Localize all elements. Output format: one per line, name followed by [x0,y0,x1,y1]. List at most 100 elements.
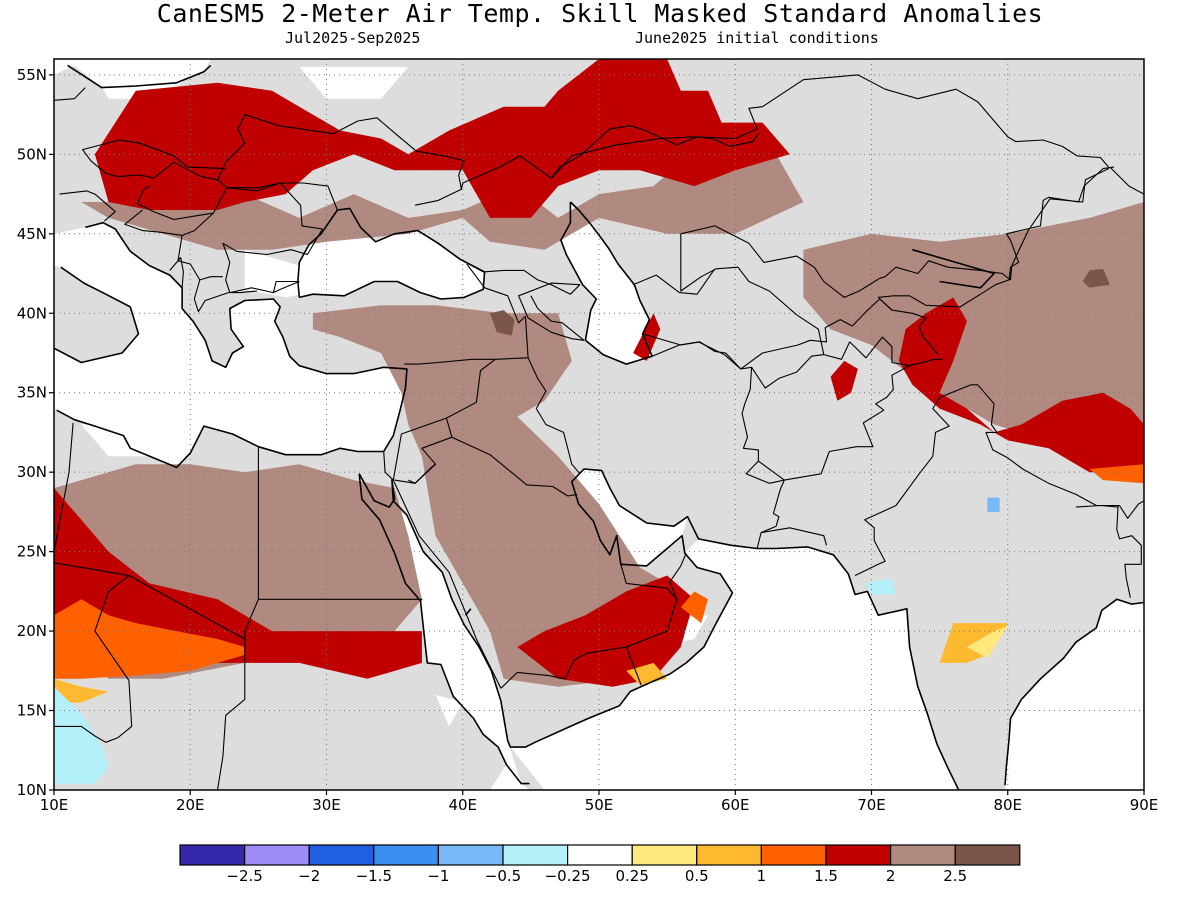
lat-tick-label: 20N [17,622,47,640]
legend-label: 2 [886,867,896,885]
no-skill-area [326,392,381,449]
legend-label: 2.5 [943,867,967,885]
country-border [632,268,716,295]
legend-swatch [373,844,439,866]
anomaly-region [1089,464,1144,484]
legend-label: −0.5 [485,867,521,885]
lat-tick-label: 30N [17,463,47,481]
graticule-gridlines [54,59,1144,790]
anomaly-region [490,310,515,336]
coastline [358,473,530,785]
country-border [273,280,300,294]
anomaly-region [81,138,804,250]
country-border [193,279,258,313]
country-border [258,598,423,602]
anomaly-region [803,202,1144,441]
country-border [1116,505,1142,598]
sea-area [560,202,653,365]
no-skill-area [367,249,422,274]
lon-tick-label: 20E [176,796,205,814]
country-border [216,446,259,790]
country-border [177,212,223,281]
anomaly-region [830,360,858,401]
anomaly-region [966,626,1008,659]
anomaly-region [864,578,896,595]
country-border [625,646,642,686]
lon-tick-label: 60E [721,796,750,814]
country-border [124,209,183,236]
country-border [216,114,465,211]
coastline [358,468,960,790]
anomaly-region [517,575,695,687]
country-border [854,384,978,576]
legend-label: −1.5 [356,867,392,885]
country-border [518,282,580,319]
country-border [642,333,742,370]
country-border [1075,504,1119,508]
country-borders [54,74,1144,790]
anomaly-region [680,591,708,624]
lat-tick-label: 55N [17,66,47,84]
country-border [680,233,825,355]
legend-label: −0.25 [545,867,591,885]
no-skill-area [81,424,163,457]
lat-tick-label: 15N [17,702,47,720]
country-border [500,564,678,689]
country-border [392,479,502,689]
country-border [758,365,910,481]
country-border [527,357,581,475]
country-border [404,358,496,365]
country-border [169,257,184,288]
legend-swatch [760,844,827,866]
legend-label: 0.5 [685,867,709,885]
legend-swatch [566,844,633,866]
anomaly-region [54,686,109,784]
legend-swatch [889,844,956,866]
legend-label: 1 [757,867,767,885]
legend-swatch [825,844,892,866]
legend-swatch [631,844,698,866]
sea-area [571,469,688,566]
anomaly-region [633,313,661,361]
country-border [651,341,785,549]
legend-label: −2 [298,867,320,885]
coastline [56,221,408,469]
country-border [977,384,1144,519]
lon-tick-label: 10E [40,796,69,814]
country-border [408,463,436,484]
sea-area [1005,599,1144,790]
country-border [680,225,1011,298]
lat-tick-label: 35N [17,384,47,402]
country-border [460,125,759,190]
sea-area [54,222,407,468]
country-border [222,182,323,294]
longitude-axis: 10E 20E 30E 40E 50E 60E 70E 80E 90E [40,790,1159,814]
legend-swatch [954,844,1021,866]
coastline [54,266,140,364]
anomaly-region [94,59,790,218]
country-border [527,317,585,341]
anomaly-region [939,623,1008,663]
country-border [54,87,86,101]
map-plot-area [54,59,1144,790]
sea-area [510,538,959,790]
coastline [912,248,995,289]
country-border [462,260,581,295]
lat-tick-label: 45N [17,225,47,243]
country-border [59,190,116,222]
lon-tick-label: 80E [993,796,1022,814]
legend-label: −1 [427,867,449,885]
color-legend: −2.5 −2 −1.5 −1 −0.5 −0.25 0.25 0.5 1 1.5 2 2.5 [179,844,1021,885]
country-border [550,74,1110,179]
country-border [740,298,939,370]
anomaly-region [312,305,695,687]
anomaly-region [987,497,1000,512]
country-border [54,575,133,743]
coastlines [54,64,1144,790]
no-skill-area [244,249,327,298]
chart-title: CanESM5 2-Meter Air Temp. Skill Masked S… [156,0,1044,28]
legend-swatch [437,844,504,866]
country-border [530,295,585,341]
lon-tick-label: 90E [1130,796,1159,814]
lat-tick-label: 50N [17,145,47,163]
